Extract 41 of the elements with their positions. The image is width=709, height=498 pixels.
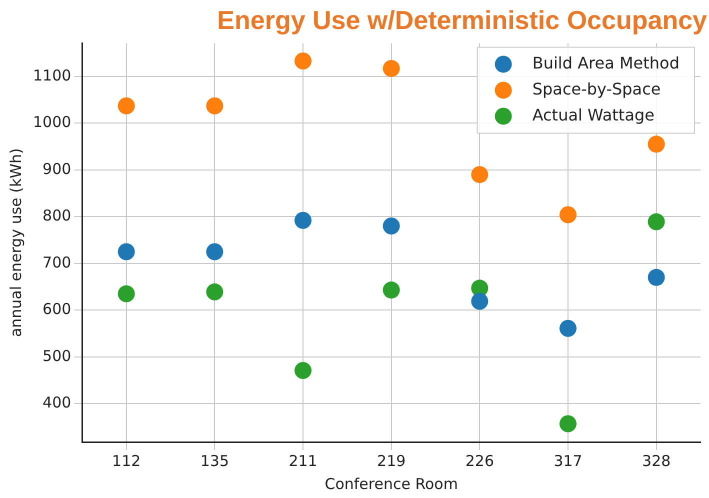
point (648, 136, 665, 153)
x-axis-title: Conference Room (324, 474, 458, 493)
point (206, 97, 224, 114)
y-tick-label: 800 (42, 206, 72, 225)
chart-title: Energy Use w/Deterministic Occupancy (217, 4, 708, 35)
point (294, 52, 312, 70)
x-tick-label: 135 (200, 452, 229, 470)
point (648, 268, 665, 286)
y-tick-label: 900 (42, 160, 72, 178)
point (118, 243, 135, 260)
x-tick-label: 211 (288, 452, 318, 470)
y-tick-label: 600 (42, 300, 72, 318)
point (294, 362, 312, 379)
point (560, 206, 576, 224)
y-tick-label: 700 (42, 253, 72, 272)
point (471, 166, 488, 184)
point (118, 285, 135, 302)
point (648, 213, 665, 230)
y-tick-label: 400 (42, 394, 72, 412)
y-axis-title: annual energy use (kWh) (6, 148, 25, 338)
x-tick-label: 226 (465, 452, 494, 470)
point (294, 212, 312, 229)
legend-label: Space-by-Space (532, 79, 661, 98)
point (382, 218, 400, 235)
point (560, 320, 576, 337)
x-tick-label: 112 (112, 452, 141, 470)
x-tick-label: 317 (554, 452, 582, 470)
point (471, 292, 488, 310)
y-tick-label: 1000 (32, 113, 72, 132)
point (560, 415, 576, 432)
point (382, 60, 400, 77)
point (206, 283, 224, 300)
x-tick-label: 219 (377, 452, 406, 470)
x-tick-label: 328 (642, 452, 671, 470)
point (206, 243, 224, 260)
y-tick-label: 500 (42, 346, 72, 365)
y-tick-label: 1100 (32, 66, 72, 84)
legend-label: Actual Wattage (532, 105, 655, 124)
point (118, 97, 135, 114)
legend-label: Build Area Method (532, 53, 680, 72)
point (382, 282, 400, 299)
